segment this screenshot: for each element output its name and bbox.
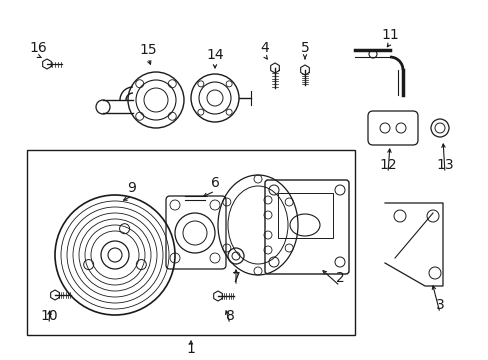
Text: 8: 8 [225,309,234,323]
Text: 13: 13 [435,158,453,172]
Text: 16: 16 [29,41,47,55]
Text: 7: 7 [231,271,240,285]
Text: 1: 1 [186,342,195,356]
Text: 10: 10 [40,309,58,323]
Text: 5: 5 [300,41,309,55]
Text: 11: 11 [380,28,398,42]
Text: 12: 12 [378,158,396,172]
Text: 4: 4 [260,41,269,55]
Bar [27,150,354,335]
Text: 15: 15 [139,43,157,57]
Bar [278,193,332,238]
Text: 6: 6 [210,176,219,190]
Text: 2: 2 [335,271,344,285]
Text: 9: 9 [127,181,136,195]
Text: 3: 3 [435,298,444,312]
Text: 14: 14 [206,48,224,62]
